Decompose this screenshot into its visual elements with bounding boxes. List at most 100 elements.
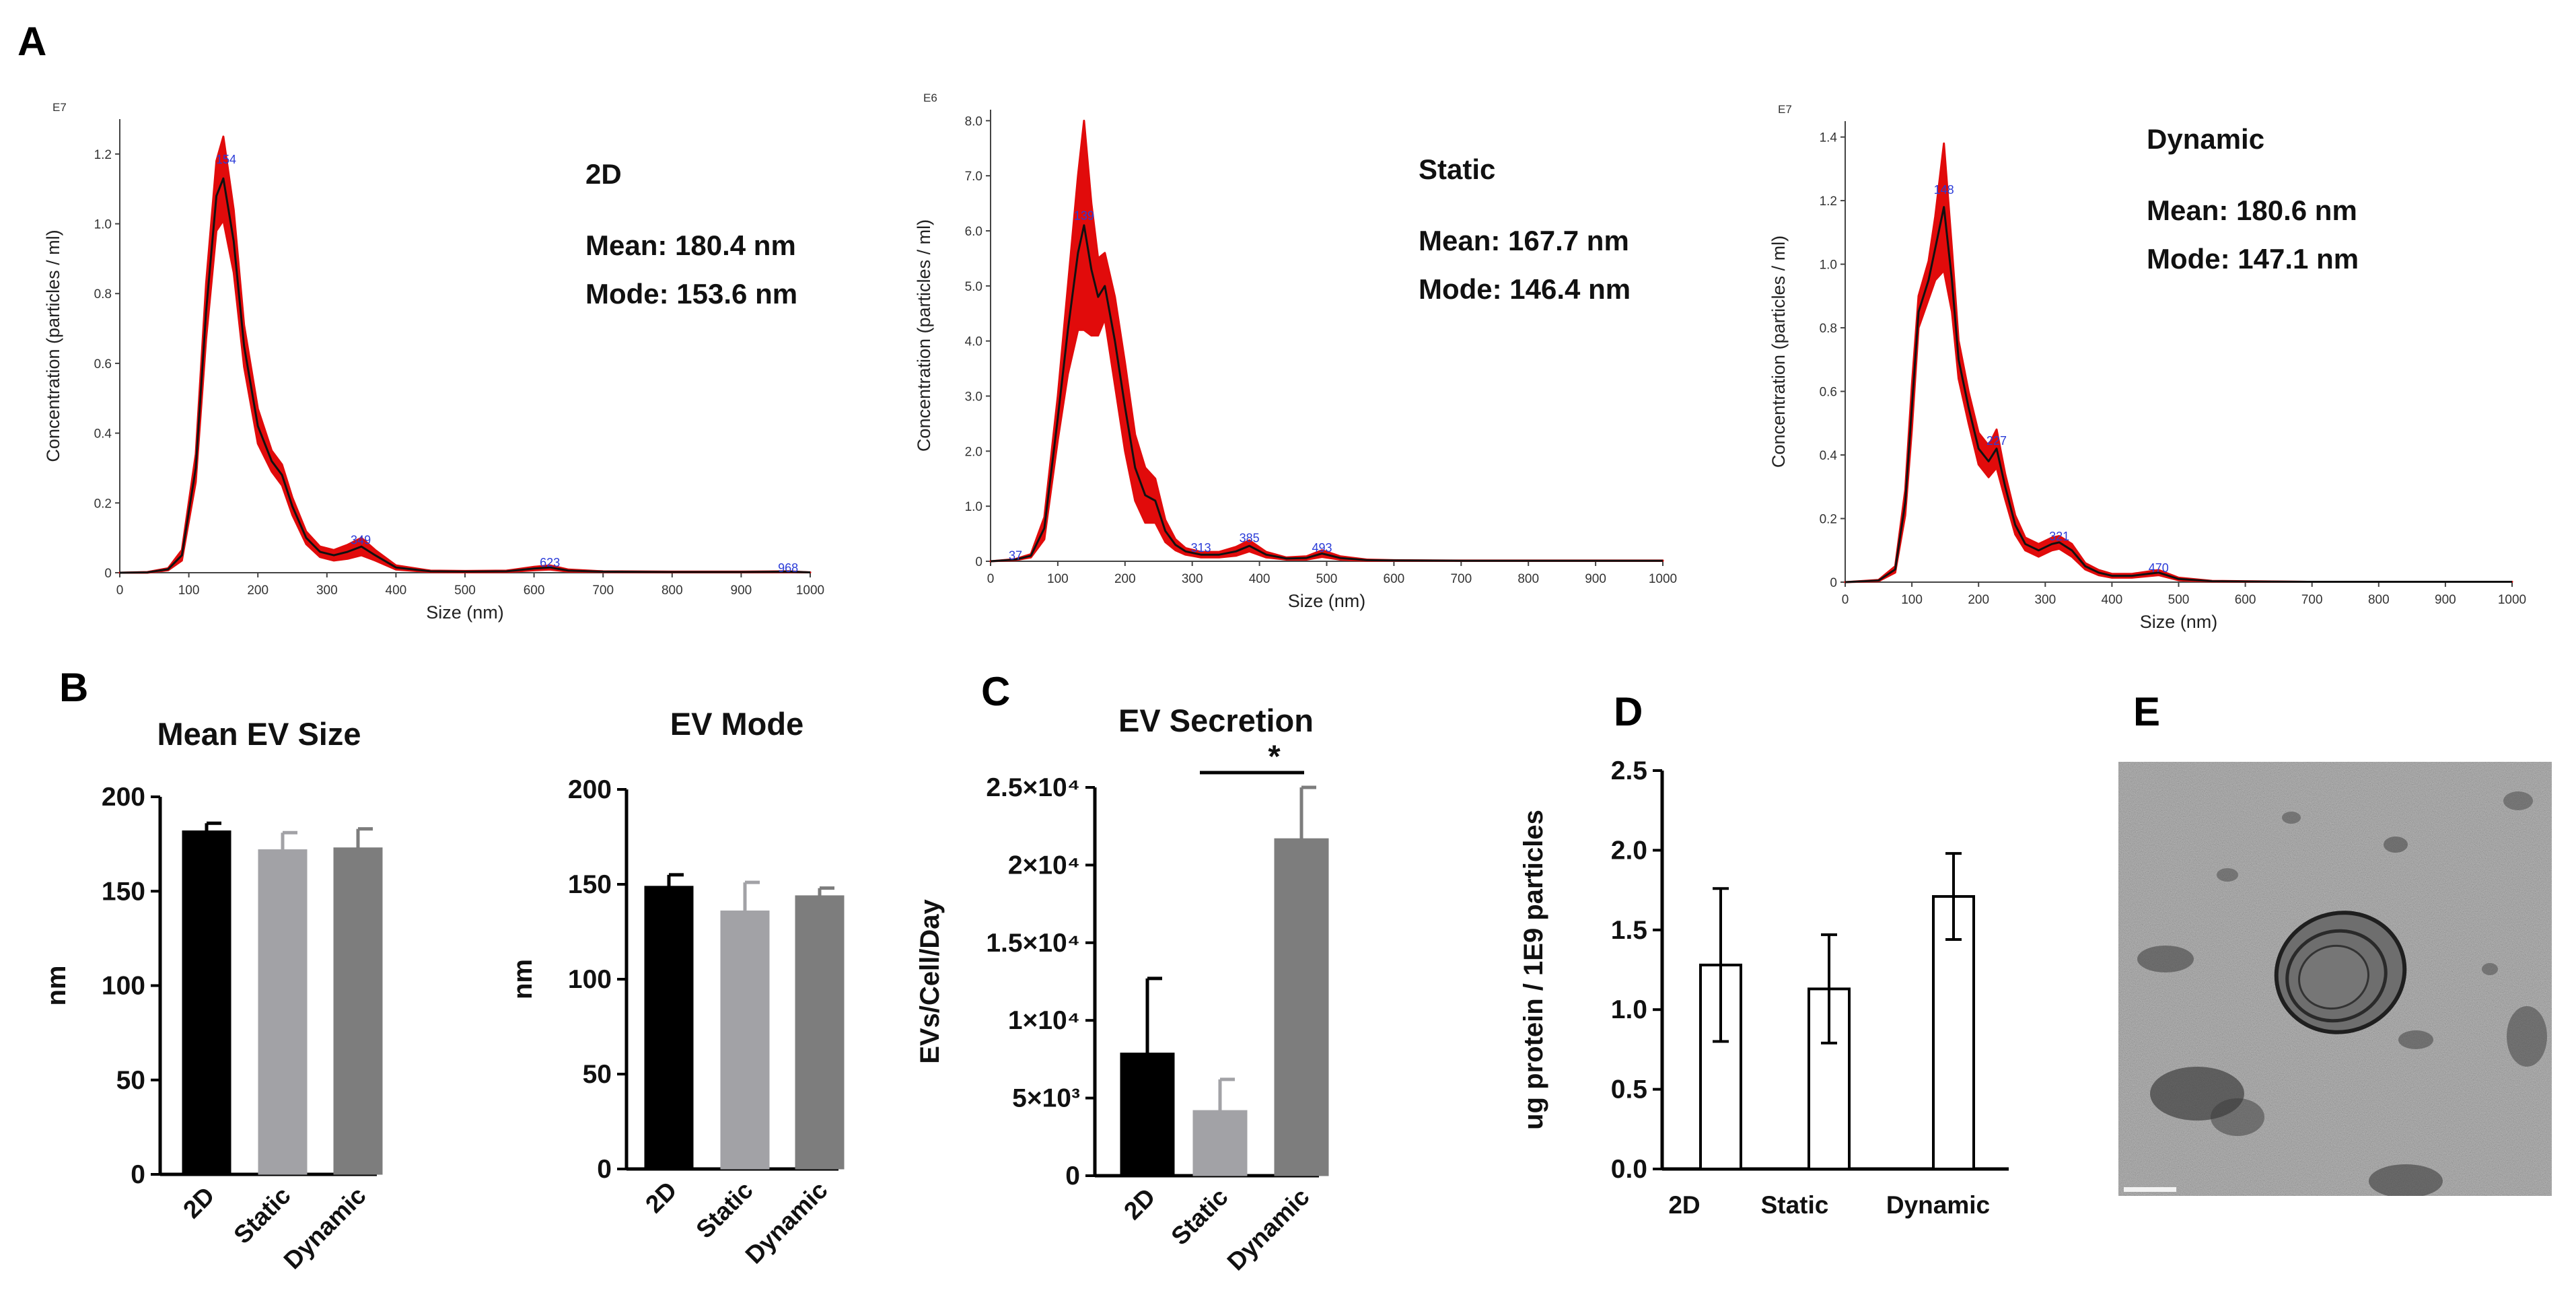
nta-chart-static: 0 100 200 300 400 500 600 700 800 900 1000 0 1.0 2.0 3…	[914, 92, 1677, 611]
y-tick-label: 150	[568, 870, 612, 899]
panel-label-d: D	[1614, 689, 1643, 734]
y-exponent-label: E6	[923, 92, 937, 104]
mean-label: Mean: 180.6 nm	[2147, 194, 2357, 226]
x-tick-label: 1000	[1649, 572, 1677, 586]
peak-label: 37	[1009, 548, 1022, 562]
y-tick-label: 150	[102, 877, 145, 906]
x-tick-label: 200	[1968, 593, 1989, 607]
peak-label: 139	[1074, 209, 1094, 223]
y-axis-label: Concentration (particles / ml)	[43, 229, 63, 462]
peak-label: 349	[351, 533, 371, 546]
x-category-label: Dynamic	[279, 1182, 371, 1275]
bar-chart-ev-secretion: 0 5×10³ 1×10⁴ 1.5×10⁴ 2×10⁴ 2.5×10⁴ 2D StaticDy…	[915, 703, 1329, 1276]
x-tick-label: 100	[1901, 593, 1923, 607]
y-tick-label: 1×10⁴	[1008, 1006, 1080, 1035]
y-tick-label: 2×10⁴	[1008, 851, 1080, 880]
bar	[1192, 1110, 1248, 1176]
y-tick-label: 200	[102, 783, 145, 812]
y-tick-label: 0.8	[1820, 322, 1837, 336]
x-tick-label: 300	[2034, 593, 2056, 607]
x-axis-label: Size (nm)	[1288, 591, 1366, 611]
y-tick-label: 5×10³	[1012, 1084, 1080, 1113]
x-tick-label: 0	[1842, 593, 1849, 607]
y-tick-label: 200	[568, 775, 612, 804]
x-tick-label: 1000	[2498, 593, 2526, 607]
x-tick-label: 900	[731, 583, 752, 598]
bar	[258, 849, 308, 1175]
panel-label-b: B	[59, 665, 88, 710]
x-category-label: 2D	[1668, 1191, 1700, 1219]
peak-label: 321	[2049, 530, 2069, 543]
x-tick-label: 500	[1316, 572, 1338, 586]
x-tick-label: 700	[1450, 572, 1472, 586]
y-tick-label: 0	[1065, 1162, 1080, 1191]
tem-micrograph	[2118, 762, 2552, 1196]
panel-label-c: C	[981, 669, 1010, 714]
peak-label: 493	[1312, 541, 1332, 555]
y-axis-label: EVs/Cell/Day	[915, 898, 945, 1063]
peak-label: 313	[1191, 541, 1211, 555]
x-tick-label: 200	[247, 583, 269, 598]
y-exponent-label: E7	[1778, 103, 1792, 116]
y-tick-label: 100	[102, 972, 145, 1001]
x-category-label: Dynamic	[1886, 1191, 1990, 1219]
x-tick-label: 1000	[796, 583, 824, 598]
y-tick-label: 2.5×10⁴	[986, 773, 1080, 802]
y-tick-label: 5.0	[965, 280, 982, 294]
y-tick-label: 2.0	[965, 445, 982, 459]
tem-features	[2137, 791, 2547, 1196]
y-tick-label: 0.5	[1611, 1075, 1647, 1104]
tem-scale-bar	[2124, 1187, 2176, 1192]
x-category-label: Static	[1761, 1191, 1829, 1219]
x-tick-label: 600	[2235, 593, 2256, 607]
x-tick-label: 100	[1047, 572, 1069, 586]
chart-title: Dynamic	[2147, 123, 2264, 155]
y-axis-label: nm	[42, 966, 71, 1006]
mode-label: Mode: 146.4 nm	[1419, 273, 1631, 305]
y-tick-label: 0.2	[94, 497, 112, 511]
x-tick-label: 900	[1585, 572, 1606, 586]
y-tick-label: 0.4	[94, 427, 112, 441]
x-axis-label: Size (nm)	[2140, 612, 2218, 632]
y-tick-label: 0.6	[1820, 386, 1837, 400]
bar	[1274, 838, 1329, 1176]
y-tick-label: 0	[1830, 576, 1837, 590]
y-exponent-label: E7	[52, 101, 67, 114]
x-category-label: Dynamic	[1222, 1183, 1315, 1276]
x-category-label: 2D	[1118, 1183, 1160, 1225]
error-band	[989, 119, 1664, 563]
y-tick-label: 1.5×10⁴	[986, 929, 1080, 958]
x-tick-label: 800	[661, 583, 683, 598]
bar	[1120, 1053, 1175, 1176]
chart-title: EV Mode	[670, 706, 803, 742]
chart-title: 2D	[585, 158, 622, 190]
y-tick-label: 1.4	[1820, 131, 1838, 145]
x-tick-label: 600	[1384, 572, 1405, 586]
y-axis-label: Concentration (particles / ml)	[914, 219, 934, 452]
y-axis-label: nm	[508, 959, 538, 999]
y-tick-label: 0	[975, 555, 982, 569]
mode-label: Mode: 147.1 nm	[2147, 243, 2359, 275]
y-tick-label: 1.2	[94, 148, 112, 162]
y-tick-label: 1.0	[1820, 258, 1837, 273]
y-tick-label: 2.5	[1611, 756, 1647, 785]
y-tick-label: 0.4	[1820, 449, 1838, 463]
y-tick-label: 50	[116, 1066, 145, 1095]
y-axis-label: Concentration (particles / ml)	[1768, 236, 1789, 468]
x-tick-label: 300	[1182, 572, 1203, 586]
y-tick-label: 7.0	[965, 170, 982, 184]
bar-chart-protein-per-particle: 0.0 0.5 1.0 1.5 2.0 2.5 2D Static Dynamic ug prot…	[1519, 756, 2009, 1219]
peak-label: 154	[216, 153, 236, 166]
peak-label: 968	[778, 561, 798, 575]
panel-label-a: A	[17, 19, 46, 64]
x-category-label: 2D	[640, 1176, 682, 1218]
x-tick-label: 100	[178, 583, 200, 598]
x-tick-label: 200	[1114, 572, 1136, 586]
peak-label: 623	[540, 556, 560, 569]
y-tick-label: 0.6	[94, 357, 112, 371]
panel-label-e: E	[2133, 689, 2160, 734]
y-tick-label: 0	[104, 567, 112, 581]
